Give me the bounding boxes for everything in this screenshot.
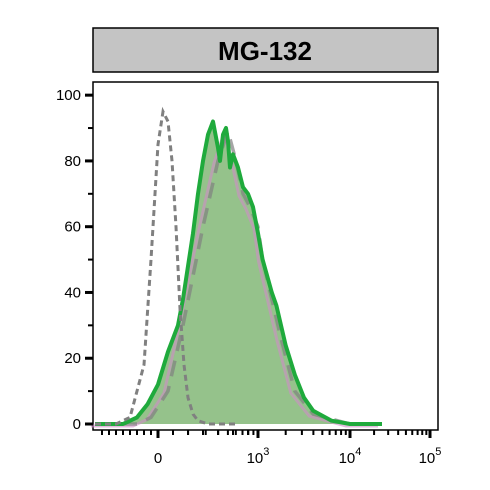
x-tick-label: 103: [247, 446, 270, 467]
y-tick-label: 80: [64, 153, 81, 170]
x-tick-label: 105: [419, 446, 442, 467]
x-tick-label: 0: [154, 450, 162, 467]
series-long-dash: [95, 125, 382, 426]
x-tick-label: 104: [339, 446, 362, 467]
y-axis: 0 20 40 60 80 100: [56, 87, 93, 433]
panel-header: [92, 27, 439, 73]
treated-line: [95, 119, 382, 426]
series-layer: [91, 106, 382, 428]
y-tick-label: 60: [64, 219, 81, 236]
overlay-outline: [91, 128, 378, 428]
y-tick-label: 0: [73, 416, 81, 433]
y-tick-label: 100: [56, 87, 81, 104]
chart-title: MG-132: [218, 36, 312, 66]
x-axis: 0 103 104 105: [101, 430, 442, 467]
plot-frame: [92, 81, 439, 431]
treated-area: [95, 121, 382, 424]
y-tick-label: 20: [64, 350, 81, 367]
y-tick-label: 40: [64, 284, 81, 301]
control-line: [95, 106, 238, 426]
